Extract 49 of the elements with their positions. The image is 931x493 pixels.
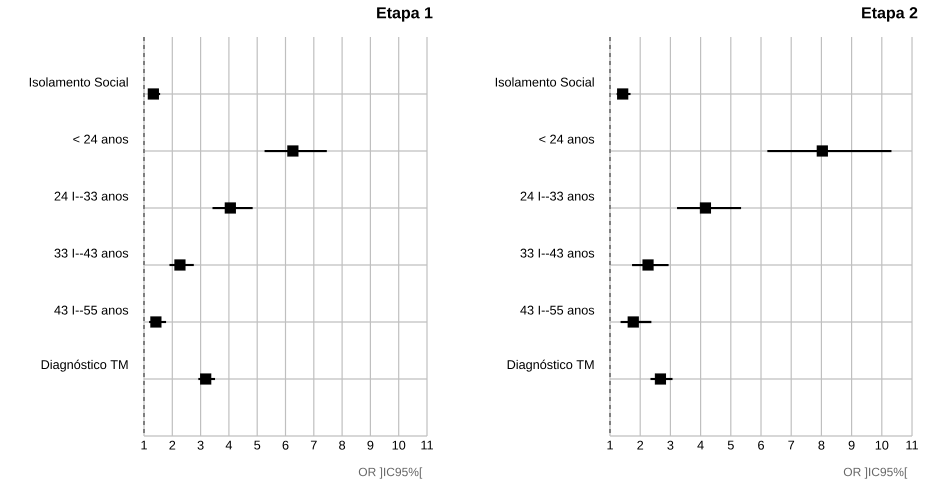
chart-title: Etapa 1 — [377, 7, 432, 22]
point — [617, 88, 628, 100]
point — [700, 202, 712, 214]
x-tick-label: 6 — [282, 440, 288, 450]
point — [224, 202, 236, 214]
y-tick-label: 24 I--33 anos — [520, 192, 594, 201]
point — [628, 316, 639, 328]
y-tick-label: 33 I--43 anos — [54, 248, 128, 258]
x-tick-label: 4 — [226, 440, 232, 450]
y-tick-label: 43 I--55 anos — [520, 306, 594, 315]
x-tick-label: 1 — [141, 440, 147, 450]
x-tick-label: 3 — [667, 440, 674, 450]
point — [642, 259, 654, 271]
y-tick-label: < 24 anos — [73, 134, 128, 144]
x-tick-label: 7 — [788, 440, 794, 450]
x-tick-label: 6 — [758, 440, 764, 450]
x-axis-title: OR ]IC95%[ — [844, 467, 908, 479]
x-tick-label: 9 — [367, 440, 374, 450]
x-tick-label: 8 — [818, 440, 824, 450]
y-tick-label: Diagnóstico TM — [508, 360, 594, 372]
x-tick-label: 3 — [198, 440, 204, 450]
point — [287, 145, 298, 157]
chart-title: Etapa 2 — [862, 7, 918, 22]
point — [200, 373, 212, 385]
point — [148, 88, 159, 100]
x-axis-title: OR ]IC95%[ — [358, 467, 422, 479]
x-tick-label: 10 — [876, 440, 888, 450]
y-tick-label: < 24 anos — [539, 134, 594, 144]
y-tick-label: 43 I--55 anos — [54, 306, 128, 315]
y-tick-label: Isolamento Social — [496, 77, 594, 87]
y-tick-label: 24 I--33 anos — [54, 192, 128, 201]
y-tick-label: Diagnóstico TM — [42, 360, 128, 372]
point — [654, 373, 666, 385]
x-tick-label: 5 — [254, 440, 260, 450]
x-tick-label: 11 — [421, 440, 433, 450]
y-tick-label: 33 I--43 anos — [520, 248, 594, 258]
x-tick-label: 11 — [906, 440, 918, 450]
x-tick-label: 7 — [310, 440, 317, 450]
x-tick-label: 8 — [339, 440, 346, 450]
x-tick-label: 2 — [169, 440, 176, 450]
point — [174, 259, 186, 271]
x-tick-label: 9 — [848, 440, 855, 450]
x-tick-label: 10 — [392, 440, 406, 450]
y-tick-label: Isolamento Social — [30, 77, 128, 87]
x-tick-label: 5 — [728, 440, 734, 450]
x-tick-label: 1 — [607, 440, 613, 450]
x-tick-label: 2 — [637, 440, 644, 450]
x-tick-label: 4 — [697, 440, 704, 450]
point — [816, 145, 828, 157]
